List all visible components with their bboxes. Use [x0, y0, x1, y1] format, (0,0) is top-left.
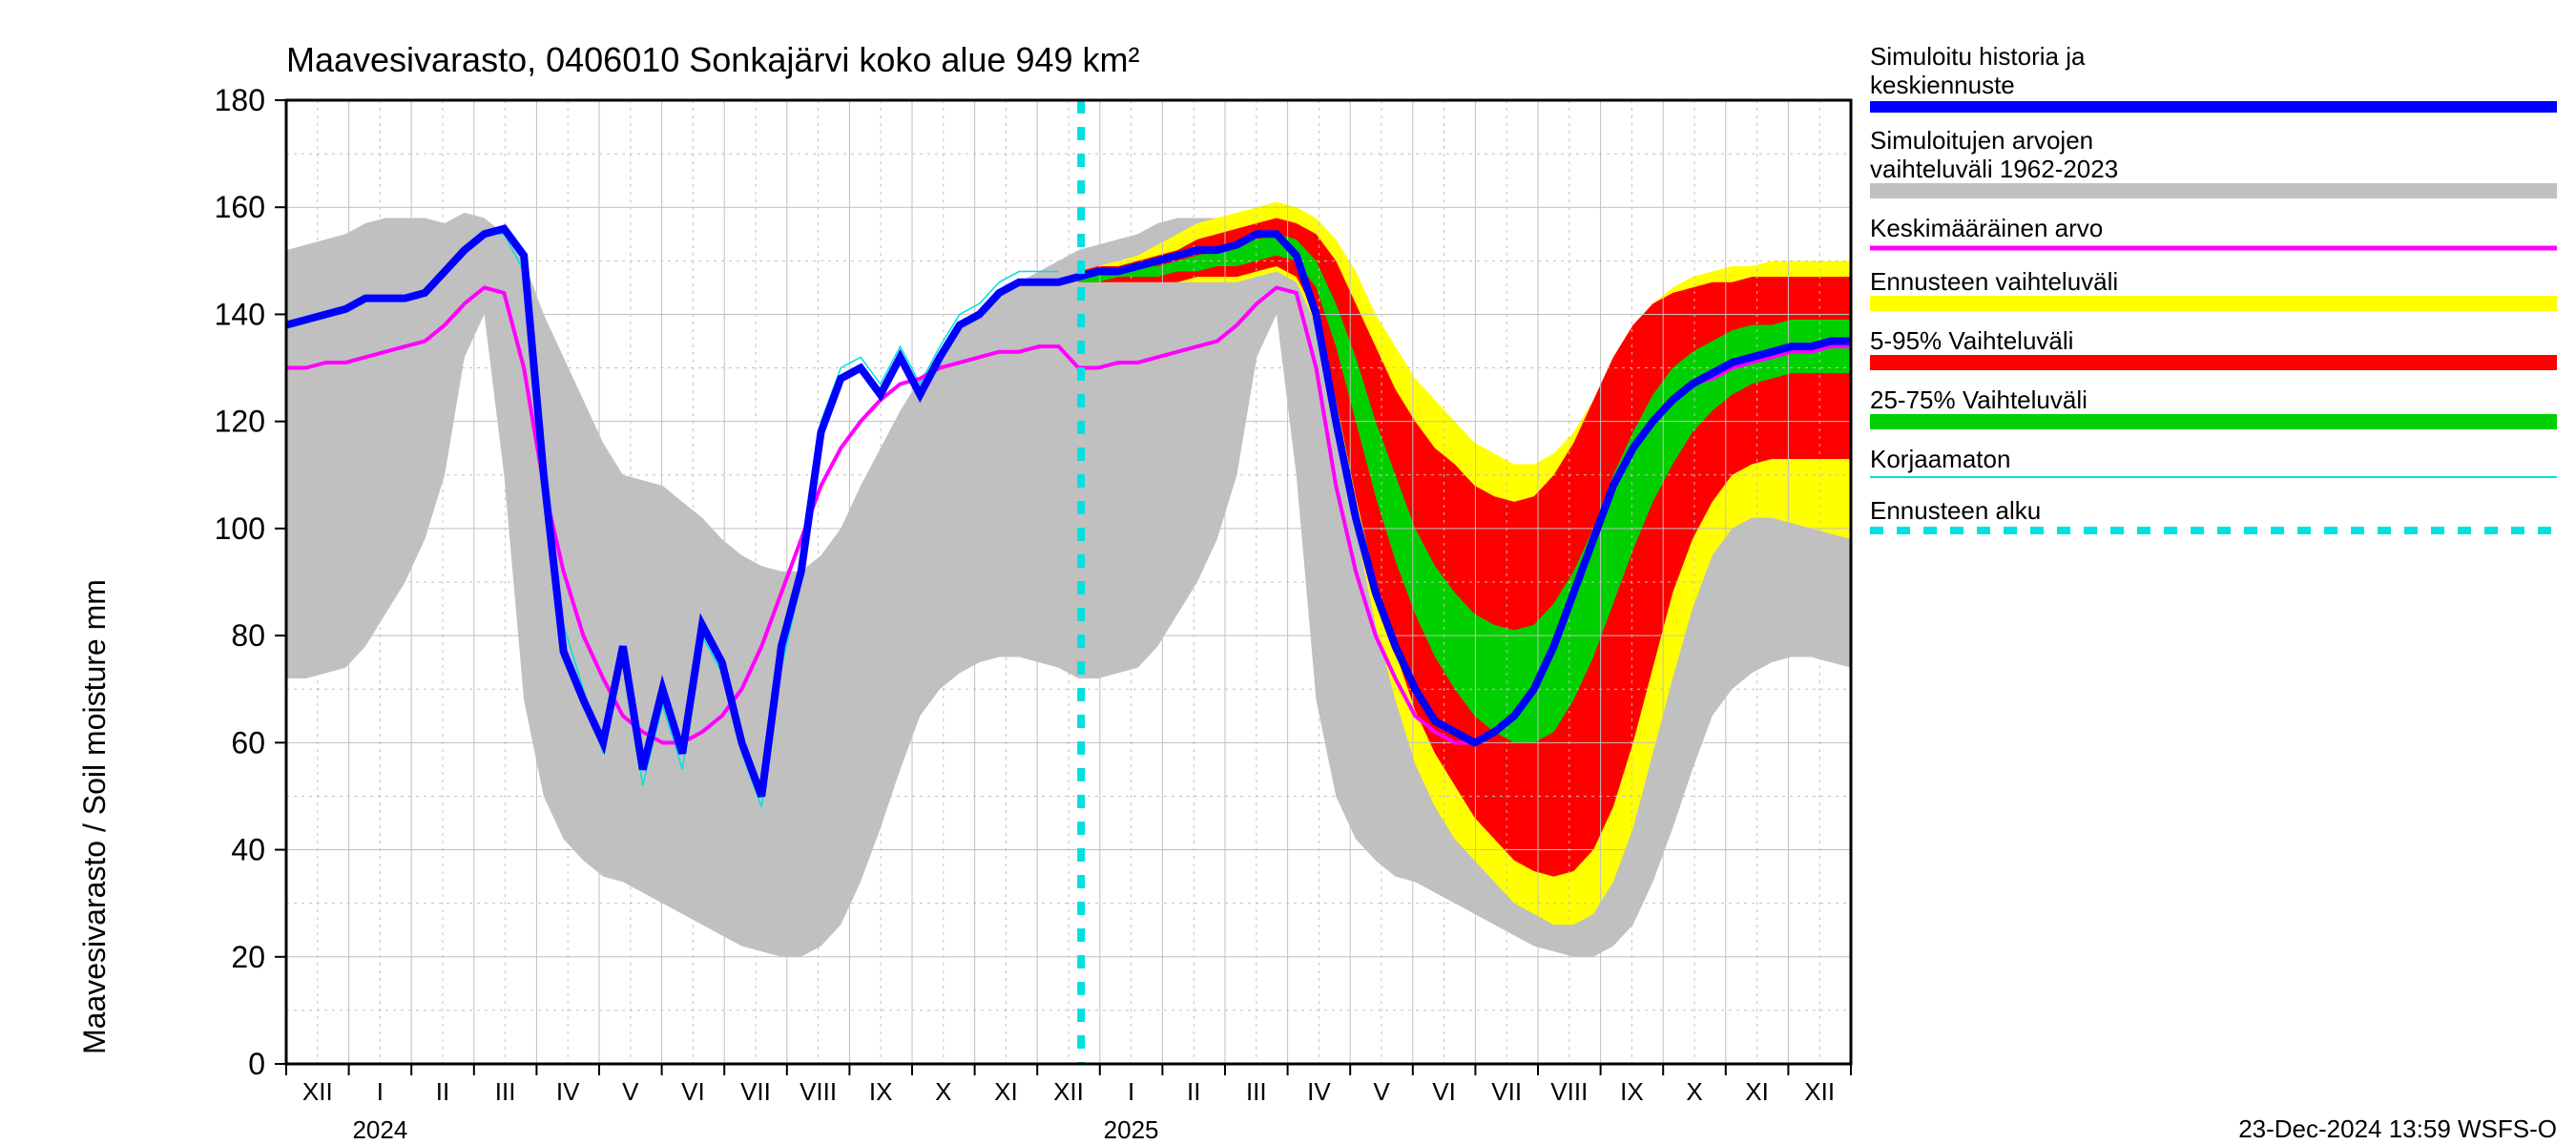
x-month-label: X	[1686, 1077, 1702, 1106]
legend-label: vaihteluväli 1962-2023	[1870, 155, 2118, 183]
x-month-label: IV	[1307, 1077, 1331, 1106]
y-tick-label: 40	[231, 833, 265, 867]
legend-label: 25-75% Vaihteluväli	[1870, 385, 2088, 414]
y-axis-label: Maavesivarasto / Soil moisture mm	[77, 579, 112, 1054]
legend-label: Simuloitu historia ja	[1870, 42, 2086, 71]
legend-label: keskiennuste	[1870, 71, 2015, 99]
y-tick-label: 120	[215, 405, 265, 439]
y-tick-label: 60	[231, 725, 265, 760]
x-month-label: XII	[1053, 1077, 1084, 1106]
x-month-label: VII	[740, 1077, 771, 1106]
footer-timestamp: 23-Dec-2024 13:59 WSFS-O	[2238, 1114, 2557, 1143]
legend-label: 5-95% Vaihteluväli	[1870, 326, 2073, 355]
x-month-label: II	[1187, 1077, 1200, 1106]
x-month-label: VIII	[1550, 1077, 1588, 1106]
legend: Simuloitu historia jakeskiennuste Simuloi…	[1870, 42, 2557, 531]
soil-moisture-chart: 020406080100120140160180XIIIIIIIIIVVVIVI…	[0, 0, 2576, 1145]
x-month-label: VI	[681, 1077, 705, 1106]
x-month-label: IV	[556, 1077, 580, 1106]
y-tick-label: 140	[215, 297, 265, 331]
x-month-label: V	[622, 1077, 639, 1106]
x-month-label: VII	[1491, 1077, 1522, 1106]
x-month-label: IX	[1620, 1077, 1644, 1106]
x-month-label: III	[1246, 1077, 1267, 1106]
x-month-label: XII	[1804, 1077, 1835, 1106]
x-month-label: II	[436, 1077, 449, 1106]
y-tick-label: 100	[215, 511, 265, 546]
legend-swatch-red	[1870, 355, 2557, 370]
x-year-label: 2024	[352, 1115, 407, 1144]
chart-title: Maavesivarasto, 0406010 Sonkajärvi koko …	[286, 40, 1140, 79]
y-tick-label: 0	[248, 1047, 265, 1081]
legend-label: Simuloitujen arvojen	[1870, 126, 2093, 155]
x-month-label: XI	[1745, 1077, 1769, 1106]
y-tick-label: 80	[231, 618, 265, 653]
legend-label: Ennusteen vaihteluväli	[1870, 267, 2118, 296]
x-month-label: XI	[994, 1077, 1018, 1106]
x-year-label: 2025	[1104, 1115, 1159, 1144]
x-month-label: XII	[302, 1077, 333, 1106]
legend-swatch-yellow	[1870, 296, 2557, 311]
x-month-label: V	[1373, 1077, 1390, 1106]
legend-label: Korjaamaton	[1870, 445, 2010, 473]
y-tick-label: 180	[215, 83, 265, 117]
legend-label: Keskimääräinen arvo	[1870, 214, 2103, 242]
x-month-label: III	[495, 1077, 516, 1106]
x-month-label: I	[377, 1077, 384, 1106]
legend-swatch-gray	[1870, 183, 2557, 198]
x-month-label: X	[935, 1077, 951, 1106]
x-month-label: VI	[1432, 1077, 1456, 1106]
x-month-label: IX	[869, 1077, 893, 1106]
legend-swatch-green	[1870, 414, 2557, 429]
legend-label: Ennusteen alku	[1870, 496, 2041, 525]
x-month-label: I	[1128, 1077, 1134, 1106]
y-tick-label: 20	[231, 940, 265, 974]
x-month-label: VIII	[800, 1077, 837, 1106]
y-tick-label: 160	[215, 190, 265, 224]
